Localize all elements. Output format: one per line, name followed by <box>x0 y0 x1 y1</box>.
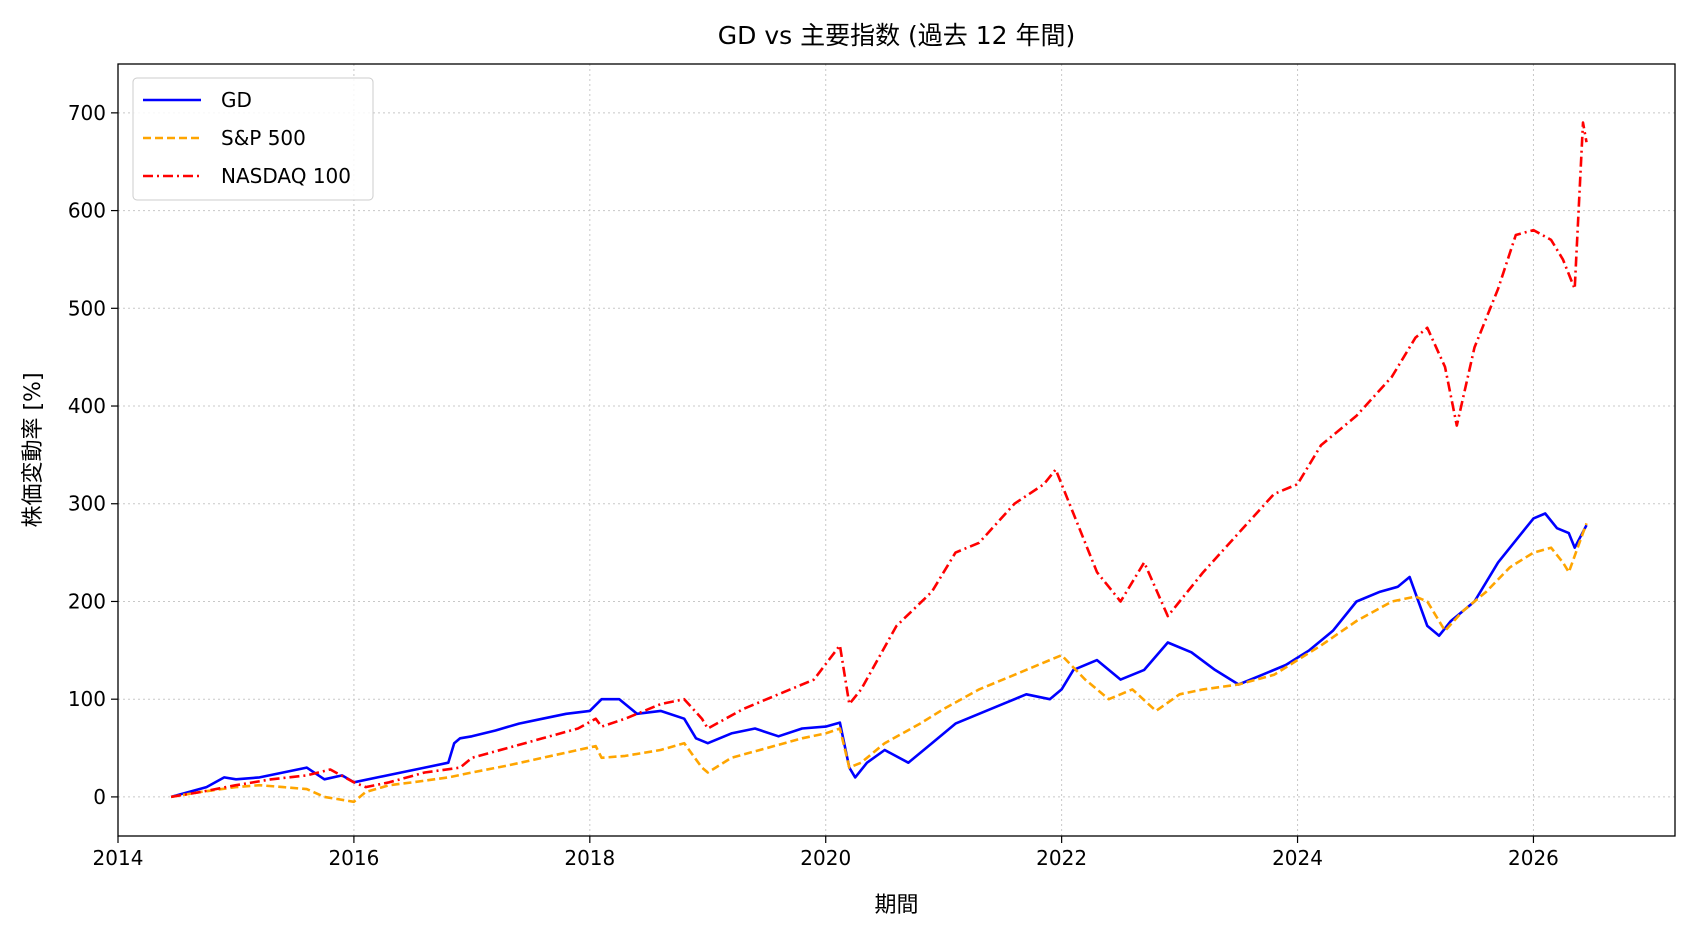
series-lines <box>170 121 1588 804</box>
legend-box <box>132 77 374 201</box>
axis-ticks: 2014 2016 2018 2020 2022 2024 2026 0 100 200 300 40… <box>68 101 1559 870</box>
y-tick-label: 200 <box>68 589 106 613</box>
y-tick-label: 100 <box>68 687 106 711</box>
y-tick-label: 400 <box>68 394 106 418</box>
y-axis-label: 株価変動率 [%] <box>21 372 46 527</box>
y-tick-label: 700 <box>68 101 106 125</box>
x-tick-label: 2020 <box>800 846 851 870</box>
x-tick-label: 2018 <box>564 846 615 870</box>
x-tick-label: 2022 <box>1036 846 1087 870</box>
y-tick-label: 300 <box>68 492 106 516</box>
x-tick-label: 2014 <box>93 846 144 870</box>
plot-frame <box>117 63 1676 837</box>
series-line-nasdaq-100 <box>170 121 1588 799</box>
x-tick-label: 2026 <box>1508 846 1559 870</box>
x-axis-label: 期間 <box>874 893 918 918</box>
legend-label: GD <box>221 88 252 112</box>
x-tick-label: 2016 <box>328 846 379 870</box>
y-tick-label: 0 <box>93 785 106 809</box>
y-tick-label: 500 <box>68 296 106 320</box>
legend-label: S&P 500 <box>221 126 306 150</box>
chart-title: GD vs 主要指数 (過去 12 年間) <box>718 21 1076 50</box>
series-line-s-p-500 <box>170 522 1588 804</box>
legend-label: NASDAQ 100 <box>221 164 351 188</box>
series-line-gd <box>170 512 1588 799</box>
x-tick-label: 2024 <box>1272 846 1323 870</box>
y-tick-label: 600 <box>68 199 106 223</box>
legend: GD S&P 500 NASDAQ 100 <box>132 77 374 201</box>
